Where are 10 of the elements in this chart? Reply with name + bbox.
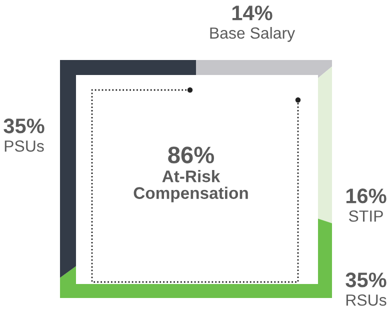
slice-label: STIP	[348, 210, 383, 222]
text: 86%	[168, 146, 214, 164]
text: At-Risk Compensation	[134, 170, 248, 202]
data-label: 35%	[346, 272, 386, 288]
slice-label: RSUs	[346, 294, 386, 306]
data-label: 14%	[232, 6, 272, 20]
slice-label: Base Salary	[210, 27, 296, 42]
data-label: 35%	[4, 118, 44, 134]
slice-label: PSUs	[4, 140, 44, 152]
data-label: 16%	[346, 188, 386, 204]
